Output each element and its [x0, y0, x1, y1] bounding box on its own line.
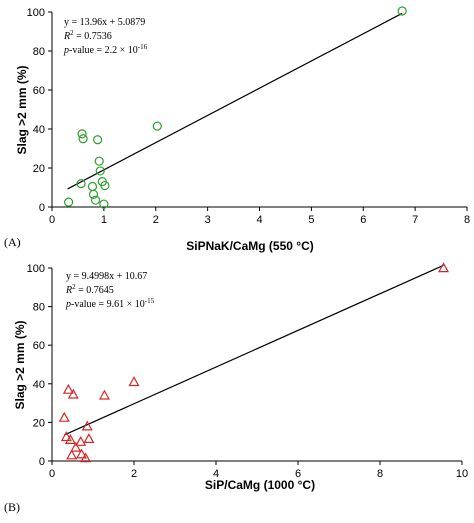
panel-a-x-tick-label: 3 — [205, 214, 211, 226]
panel-a-p-value: p-value = 2.2 × 10-16 — [63, 43, 148, 56]
panel-a-p-exp: -16 — [138, 43, 148, 51]
panel-b-x-tick-label: 8 — [377, 468, 383, 480]
panel-b-p-text: -value = 9.61 × 10 — [71, 299, 145, 310]
panel-b-y-tick-label: 0 — [39, 456, 45, 468]
panel-b-r2: R2 = 0.7645 — [65, 283, 114, 296]
panel-b-data-point — [128, 376, 140, 387]
panel-b-y-tick-label: 60 — [33, 340, 45, 352]
panel-a-data-point — [94, 156, 104, 166]
panel-a-label: (A) — [4, 235, 21, 249]
panel-a-data-point — [88, 189, 99, 199]
panel-a-x-tick-label: 4 — [256, 214, 262, 226]
panel-b-annotation: y = 9.4998x + 10.67 R2 = 0.7645 p-value … — [65, 271, 155, 310]
panel-a-x-axis-title: SiPNaK/CaMg (550 °C) — [186, 239, 314, 253]
panel-a-r2-value: = 0.7536 — [74, 31, 112, 42]
panel-b-data-point — [75, 435, 87, 446]
panel-b-y-tick-label: 20 — [33, 417, 45, 429]
panel-b-r2-label: R — [65, 285, 72, 296]
panel-b-trend-line — [64, 264, 444, 436]
panel-b-data-point — [60, 431, 72, 442]
panel-b-x-tick-label: 4 — [213, 468, 219, 480]
panel-b-p-label: p — [65, 299, 71, 310]
panel-a-scatter-plot: y = 13.96x + 5.0879 R2 = 0.7536 p-value … — [4, 6, 470, 253]
panel-b-r2-sup: 2 — [72, 283, 76, 291]
panel-a-data-point — [93, 135, 103, 145]
panel-a-x-tick-label: 7 — [412, 214, 418, 226]
panel-a-p-text: -value = 2.2 × 10 — [69, 45, 138, 56]
panel-b-data-point — [81, 420, 93, 431]
panel-a-p-label: p — [63, 45, 69, 56]
panel-a-x-tick-label: 6 — [360, 214, 366, 226]
panel-b-p-value: p-value = 9.61 × 10-15 — [65, 297, 155, 310]
panel-b-data-point — [62, 383, 74, 394]
panel-a-data-point — [397, 6, 407, 16]
panel-a-annotation: y = 13.96x + 5.0879 R2 = 0.7536 p-value … — [63, 17, 148, 56]
panel-b-r2-value: = 0.7645 — [76, 285, 114, 296]
panel-b-y-tick-label: 100 — [27, 263, 45, 275]
panel-a-data-point — [87, 181, 98, 192]
panel-b-x-tick-label: 0 — [49, 468, 55, 480]
panel-b-x-axis-title: SiP/CaMg (1000 °C) — [205, 478, 315, 492]
panel-a-data-point — [100, 180, 110, 191]
panel-b-x-tick-label: 2 — [131, 468, 137, 480]
panel-b-label: (B) — [4, 500, 20, 514]
panel-a-data-point — [77, 129, 87, 139]
panel-a-r2-label: R — [63, 31, 70, 42]
panel-b-data-point — [438, 262, 450, 273]
panel-b-data-point — [80, 452, 92, 463]
panel-b-x-tick-label: 6 — [295, 468, 301, 480]
panel-a-data-point — [99, 199, 109, 209]
panel-a-trend-line — [67, 12, 403, 190]
panel-b-y-tick-label: 40 — [33, 379, 45, 391]
panel-b-data-point — [66, 449, 78, 460]
panel-a-data-point — [90, 195, 101, 205]
panel-a-data-point — [78, 134, 88, 144]
panel-a-y-tick-label: 40 — [33, 124, 45, 136]
panel-b-data-point — [64, 434, 76, 444]
panel-b-data-point — [76, 448, 88, 459]
panel-a-y-tick-label: 60 — [33, 85, 45, 97]
panel-b-y-axis-title: Slag >2 mm (%) — [13, 320, 27, 409]
panel-a-equation: y = 13.96x + 5.0879 — [64, 17, 145, 28]
panel-a-y-tick-label: 0 — [39, 202, 45, 214]
panel-b-scatter-plot: y = 9.4998x + 10.67 R2 = 0.7645 p-value … — [4, 262, 468, 514]
panel-a-y-axis-title: Slag >2 mm (%) — [15, 65, 29, 154]
panel-b-y-tick-label: 80 — [33, 302, 45, 314]
panel-a-r2-sup: 2 — [70, 29, 74, 37]
panel-b-data-point — [70, 441, 82, 452]
panel-b-p-exp: -15 — [145, 297, 155, 305]
panel-b-data-point — [98, 389, 110, 400]
panel-a-x-tick-label: 2 — [153, 214, 159, 226]
panel-a-data-point — [95, 166, 105, 176]
panel-a-x-tick-label: 0 — [49, 214, 55, 226]
panel-b-data-point — [83, 433, 95, 444]
panel-a-y-tick-label: 80 — [33, 46, 45, 58]
panel-a-data-point — [152, 121, 162, 131]
panel-a-y-tick-label: 100 — [27, 7, 45, 19]
panel-b-data-point — [58, 411, 70, 422]
panel-b-x-tick-label: 10 — [456, 468, 468, 480]
panel-b-data-point — [67, 388, 79, 399]
panel-a-x-tick-label: 1 — [101, 214, 107, 226]
panel-a-data-point — [76, 179, 86, 189]
panel-b-equation: y = 9.4998x + 10.67 — [66, 271, 147, 282]
panel-a-data-point — [63, 197, 74, 207]
panel-a-x-tick-label: 8 — [464, 214, 470, 226]
panel-a-y-tick-label: 20 — [33, 163, 45, 175]
panel-a-x-tick-label: 5 — [308, 214, 314, 226]
panel-a-r2: R2 = 0.7536 — [63, 29, 112, 42]
